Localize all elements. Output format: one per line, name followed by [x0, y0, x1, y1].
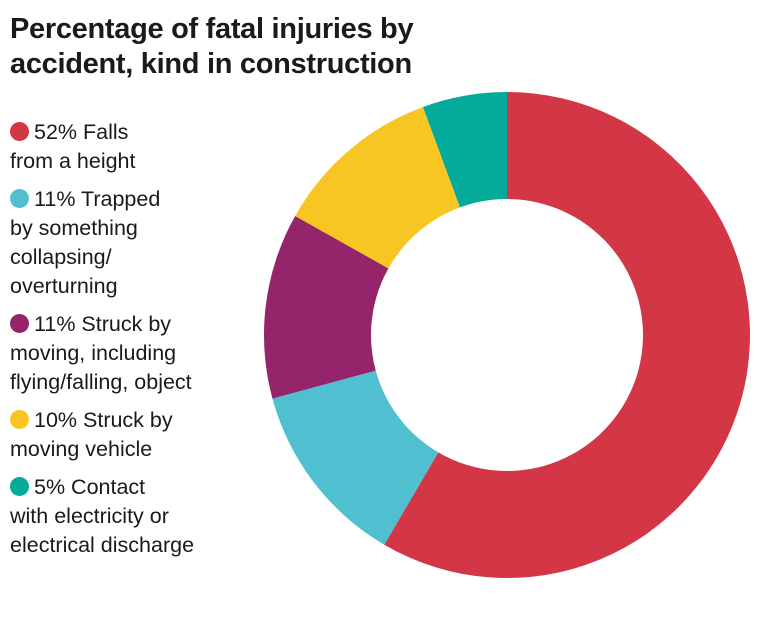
legend-item-struck-vehicle: 10% Struck by moving vehicle	[10, 408, 173, 461]
donut-slice	[264, 215, 389, 399]
donut-slices	[264, 92, 751, 579]
legend: 52% Falls from a height 11% Trapped by som…	[10, 118, 250, 569]
legend-item-struck-object: 11% Struck by moving, including flying/fal…	[10, 312, 192, 394]
legend-dot-icon	[10, 410, 29, 429]
chart-title-line-1: Percentage of fatal injuries by	[10, 13, 414, 45]
legend-dot-icon	[10, 122, 29, 141]
legend-item-trapped: 11% Trapped by something collapsing/overtu…	[10, 187, 161, 298]
donut-slice	[272, 370, 439, 545]
legend-dot-icon	[10, 314, 29, 333]
donut-slice	[422, 92, 507, 208]
donut-slice	[384, 92, 751, 579]
legend-item-falls: 52% Falls from a height	[10, 120, 136, 173]
legend-dot-icon	[10, 189, 29, 208]
legend-dot-icon	[10, 477, 29, 496]
donut-slice	[295, 106, 460, 269]
legend-item-electricity: 5% Contact with electricity or electrical …	[10, 475, 195, 557]
chart-title: Percentage of fatal injuries by accident…	[10, 12, 414, 82]
chart-title-line-2: accident, kind in construction	[10, 48, 412, 80]
